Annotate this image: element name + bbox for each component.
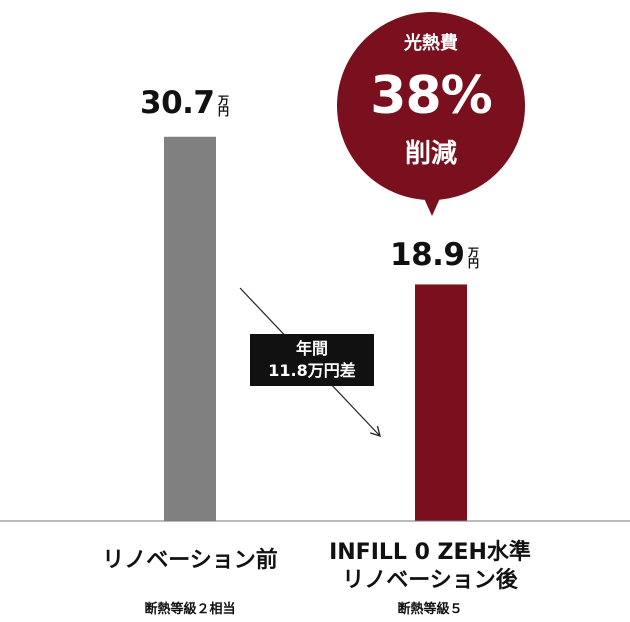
difference-line-2: 11.8万円差 <box>268 361 356 380</box>
value-number-after: 18.9 <box>390 237 465 273</box>
value-label-before: 30.7 万円 <box>140 88 230 119</box>
category-label-before: リノベーション前 <box>60 547 320 575</box>
value-label-after: 18.9 万円 <box>390 240 480 271</box>
category-name-before: リノベーション前 <box>102 548 278 573</box>
category-name-after: INFILL 0 ZEH水準 リノベーション後 <box>329 540 531 593</box>
category-sub-before: 断熱等級２相当 <box>144 602 236 617</box>
difference-line-1: 年間 <box>295 339 328 358</box>
bubble-subtitle: 削減 <box>404 139 457 169</box>
bubble-title: 光熱費 <box>404 33 458 54</box>
bar-before <box>164 136 216 522</box>
reduction-bubble-pointer <box>423 196 441 216</box>
difference-box: 年間 11.8万円差 <box>250 334 374 386</box>
value-unit-before: 万円 <box>218 94 229 118</box>
value-number-before: 30.7 <box>140 85 215 121</box>
category-label-after: INFILL 0 ZEH水準 リノベーション後 <box>300 539 560 595</box>
category-sub-after: 断熱等級５ <box>397 602 463 617</box>
value-unit-after: 万円 <box>468 246 479 270</box>
bubble-percent: 38% <box>370 66 492 126</box>
bar-after <box>415 284 467 521</box>
reduction-bubble <box>337 12 525 200</box>
